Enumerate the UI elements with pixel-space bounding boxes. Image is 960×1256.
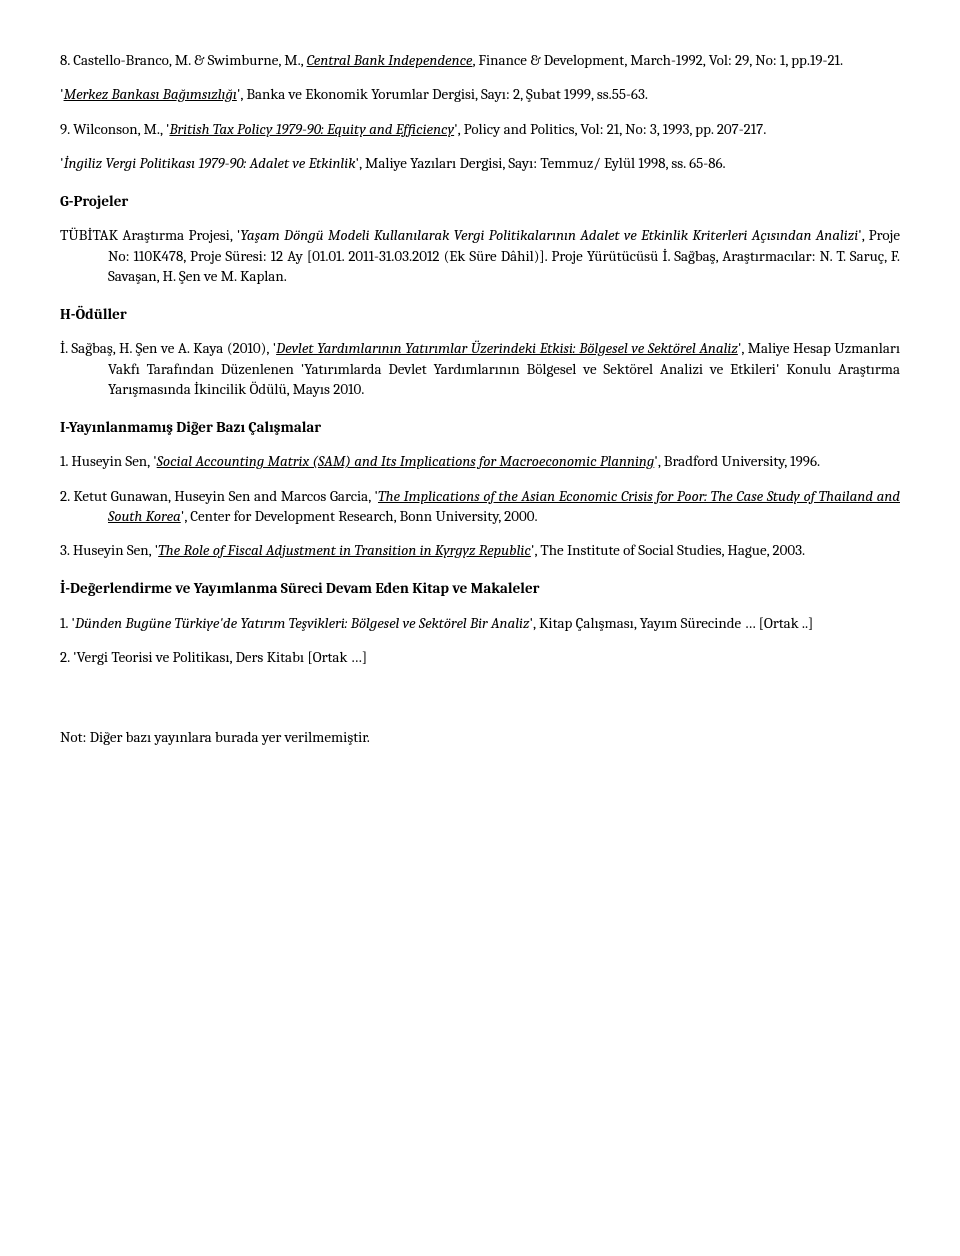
entry-prefix: 3. Huseyin Sen, '	[60, 541, 158, 559]
section-heading-g: G-Projeler	[60, 191, 900, 211]
entry-prefix: TÜBİTAK Araştırma Projesi, '	[60, 226, 240, 244]
entry-prefix: 9. Wilconson, M., '	[60, 120, 169, 138]
entry-prefix: 2. Ketut Gunawan, Huseyin Sen and Marcos…	[60, 487, 378, 505]
entry-suffix: ', The Institute of Social Studies, Hagu…	[531, 541, 805, 559]
entry-title: Central Bank Independence	[307, 51, 473, 69]
reference-entry-9: 9. Wilconson, M., 'British Tax Policy 19…	[60, 119, 900, 139]
footer-note: Not: Diğer bazı yayınlara burada yer ver…	[60, 727, 900, 747]
entry-title: Dünden Bugüne Türkiye'de Yatırım Teşvikl…	[75, 614, 530, 632]
entry-suffix: ', Banka ve Ekonomik Yorumlar Dergisi, S…	[237, 85, 648, 103]
section-heading-h: H-Ödüller	[60, 304, 900, 324]
entry-prefix: 1. '	[60, 614, 75, 632]
entry-prefix: 8. Castello-Branco, M. & Swimburne, M.,	[60, 51, 307, 69]
section-heading-idot: İ-Değerlendirme ve Yayımlanma Süreci Dev…	[60, 578, 900, 598]
section-i-entry-1: 1. Huseyin Sen, 'Social Accounting Matri…	[60, 451, 900, 471]
entry-suffix: , Finance & Development, March-1992, Vol…	[472, 51, 843, 69]
section-heading-i: I-Yayınlanmamış Diğer Bazı Çalışmalar	[60, 417, 900, 437]
section-i-entry-3: 3. Huseyin Sen, 'The Role of Fiscal Adju…	[60, 540, 900, 560]
entry-title: Devlet Yardımlarının Yatırımlar Üzerinde…	[276, 339, 738, 357]
entry-title: Merkez Bankası Bağımsızlığı	[64, 85, 237, 103]
entry-prefix: İ. Sağbaş, H. Şen ve A. Kaya (2010), '	[60, 339, 276, 357]
section-idot-entry-1: 1. 'Dünden Bugüne Türkiye'de Yatırım Teş…	[60, 613, 900, 633]
entry-suffix: ', Maliye Yazıları Dergisi, Sayı: Temmuz…	[356, 154, 726, 172]
entry-title: British Tax Policy 1979-90: Equity and E…	[169, 120, 454, 138]
section-g-entry: TÜBİTAK Araştırma Projesi, 'Yaşam Döngü …	[60, 225, 900, 286]
entry-title: Yaşam Döngü Modeli Kullanılarak Vergi Po…	[240, 226, 858, 244]
reference-entry-merkez: 'Merkez Bankası Bağımsızlığı', Banka ve …	[60, 84, 900, 104]
entry-suffix: ', Bradford University, 1996.	[654, 452, 820, 470]
entry-title: The Role of Fiscal Adjustment in Transit…	[158, 541, 531, 559]
entry-title: İngiliz Vergi Politikası 1979-90: Adalet…	[64, 154, 356, 172]
section-idot-entry-2: 2. 'Vergi Teorisi ve Politikası, Ders Ki…	[60, 647, 900, 667]
entry-prefix: 1. Huseyin Sen, '	[60, 452, 157, 470]
reference-entry-ingiliz: 'İngiliz Vergi Politikası 1979-90: Adale…	[60, 153, 900, 173]
reference-entry-8: 8. Castello-Branco, M. & Swimburne, M., …	[60, 50, 900, 70]
entry-suffix: ', Policy and Politics, Vol: 21, No: 3, …	[454, 120, 766, 138]
section-i-entry-2: 2. Ketut Gunawan, Huseyin Sen and Marcos…	[60, 486, 900, 527]
section-h-entry: İ. Sağbaş, H. Şen ve A. Kaya (2010), 'De…	[60, 338, 900, 399]
entry-title: Social Accounting Matrix (SAM) and Its I…	[157, 452, 655, 470]
entry-suffix: ', Center for Development Research, Bonn…	[181, 507, 538, 525]
entry-suffix: ', Kitap Çalışması, Yayım Sürecinde … [O…	[530, 614, 814, 632]
